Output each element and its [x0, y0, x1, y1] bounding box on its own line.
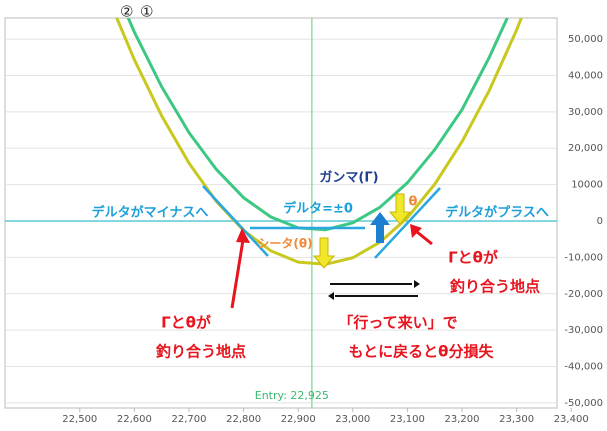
y-tick-label: 40,000	[568, 70, 603, 81]
x-tick-label: 22,500	[62, 414, 97, 425]
plot-area	[4, 17, 558, 409]
series-label: ②	[120, 3, 133, 21]
red-arrow-head	[236, 228, 250, 243]
x-tick-label: 23,300	[499, 414, 534, 425]
arrow-head	[414, 280, 420, 288]
annotation: ガンマ(Γ)	[319, 171, 378, 186]
annotation-shapes	[202, 185, 441, 309]
y-tick-label: 0	[597, 216, 603, 227]
x-tick-label: 23,400	[554, 414, 589, 425]
annotation: 釣り合う地点	[156, 343, 246, 361]
y-tick-label: -40,000	[564, 362, 603, 373]
annotation: デルタ=±0	[283, 201, 353, 217]
annotation: Γとθが	[161, 314, 212, 332]
x-tick-label: 22,700	[172, 414, 207, 425]
x-tick-label: 23,000	[335, 414, 370, 425]
entry-label: Entry: 22,925	[255, 389, 329, 402]
x-tick-label: 22,600	[117, 414, 152, 425]
y-tick-label: 30,000	[568, 107, 603, 118]
x-tick-label: 23,100	[390, 414, 425, 425]
annotation: デルタがマイナスへ	[92, 205, 209, 221]
red-arrow	[230, 239, 245, 309]
y-tick-label: -10,000	[564, 252, 603, 263]
x-tick-label: 22,800	[226, 414, 261, 425]
y-tick-label: 20,000	[568, 143, 603, 154]
y-tick-label: -20,000	[564, 289, 603, 300]
annotation: デルタがプラスへ	[445, 205, 549, 221]
arrow-head	[328, 292, 334, 300]
y-tick-label: 10000	[571, 180, 603, 191]
annotation: Γとθが	[448, 249, 499, 267]
red-arrow-head	[410, 224, 422, 238]
down-arrow	[388, 193, 412, 225]
up-arrow	[370, 212, 390, 243]
annotation: もとに戻るとθ分損失	[348, 343, 494, 361]
y-tick-label: 50,000	[568, 34, 603, 45]
down-arrow	[312, 237, 336, 269]
annotation: θ	[409, 195, 418, 210]
annotation: 「行って来い」で	[338, 314, 457, 332]
annotation: 釣り合う地点	[450, 278, 540, 296]
tangent-line	[202, 185, 269, 257]
red-arrow	[416, 230, 433, 246]
x-tick-label: 23,200	[444, 414, 479, 425]
x-tick-label: 22,900	[281, 414, 316, 425]
y-tick-label: -30,000	[564, 325, 603, 336]
tangent-line	[374, 187, 441, 259]
series-label: ①	[140, 3, 153, 21]
series-line	[126, 18, 509, 232]
annotation: シータ(θ)	[257, 237, 312, 251]
y-tick-label: -50,000	[564, 398, 603, 409]
